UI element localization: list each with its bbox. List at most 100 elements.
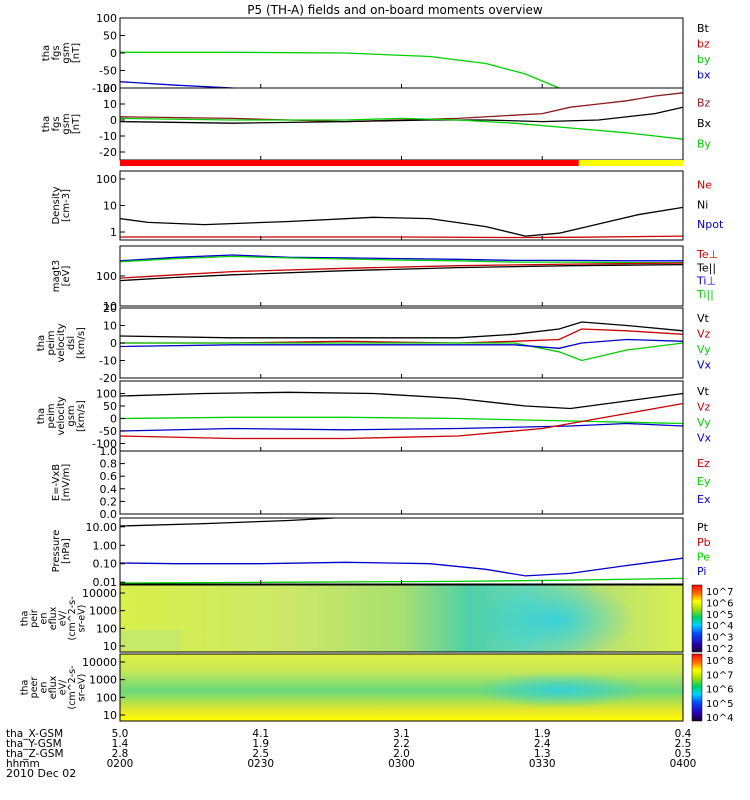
velocity_gsm-legend-3: Vx xyxy=(697,432,712,445)
ion_spectrogram-colorbar-label: 10^3 xyxy=(706,633,733,644)
velocity_dsl-ytick-label: -10 xyxy=(99,355,117,368)
density-series-Ni xyxy=(119,206,684,237)
ion-spectrogram-lowband xyxy=(120,630,180,650)
electron-spectrogram-panel xyxy=(119,653,703,722)
temperature-legend-0: Te⊥ xyxy=(696,248,718,261)
ion_spectrogram-ytick-label: 10 xyxy=(103,640,117,653)
velocity_gsm-ytick-label: -50 xyxy=(99,425,117,438)
orbit-row-value: 1.4 xyxy=(112,738,129,750)
orbit-row-value: 2.0 xyxy=(393,748,410,760)
electron-spectrogram-frame xyxy=(119,653,684,722)
ion_spectrogram-colorbar-label: 10^2 xyxy=(706,644,733,655)
fgs_gse-legend-1: bz xyxy=(697,38,710,51)
fgs_gse-ylabel-line: tha xyxy=(41,45,52,61)
velocity_gsm-legend-1: Vz xyxy=(697,401,711,414)
pressure-ylabel-line: Pressure xyxy=(51,530,62,573)
velocity_dsl-series-Vx xyxy=(119,338,684,349)
velocity_dsl-legend-1: Vz xyxy=(697,328,711,341)
orbit-row-value: 0400 xyxy=(670,758,697,770)
velocity_dsl-ytick-label: 20 xyxy=(103,302,117,315)
date-label: 2010 Dec 02 xyxy=(6,767,76,780)
pressure-ytick-label: 0.01 xyxy=(93,576,118,589)
orbit-row-label: hhmm xyxy=(6,758,40,770)
fgs_gsm-ytick-label: 0 xyxy=(110,114,117,127)
fgs_gse-ylabel-line: gsm xyxy=(61,42,72,63)
fgs_gse-panel: 100 50 0 -50 -100 tha fgs gsm [nT] Bt bz by bx xyxy=(41,12,711,95)
orbit-row-value: 1.3 xyxy=(534,748,551,760)
temperature-ylabel: magt3 [eV] xyxy=(51,260,72,293)
pressure-ylabel-line: [nPa] xyxy=(61,538,72,564)
velocity_dsl-ylabel-line: dsl xyxy=(66,336,77,350)
fgs_gse-ytick-label: 100 xyxy=(96,12,117,25)
efield-ytick-label: 0.4 xyxy=(100,483,118,496)
orbit-row-value: 0330 xyxy=(529,758,556,770)
orbit-row-value: 2.2 xyxy=(393,738,410,750)
pressure-ytick-label: 1.00 xyxy=(93,539,118,552)
fgs_gse-legend-0: Bt xyxy=(697,22,710,35)
velocity_gsm-ylabel: tha peim velocity gsm [km/s] xyxy=(36,396,87,435)
ion_spectrogram-colorbar-label: 10^7 xyxy=(706,587,733,598)
density-ytick-label: 100 xyxy=(96,173,117,186)
electron-spectrogram-feature xyxy=(475,672,645,708)
efield-panel: 1.00.80.60.40.20.0 E=-VxB [mV/m] Ez Ey Ex xyxy=(51,445,711,521)
velocity_dsl-series-Vy xyxy=(120,342,684,362)
fgs_gsm-ylabel-line: tha xyxy=(41,116,52,132)
density-ytick-label: 10 xyxy=(103,200,117,213)
efield-ytick-label: 0.0 xyxy=(100,508,118,521)
pressure-ytick-label: 10.00 xyxy=(86,521,118,534)
temperature-legend-2: Ti⊥ xyxy=(696,275,716,288)
ion-colorbar xyxy=(691,584,703,653)
electron_spectrogram-ytick-label: 10000 xyxy=(82,656,117,669)
velocity_gsm-ylabel-line: gsm xyxy=(66,405,77,426)
fgs_gse-ytick-label: 0 xyxy=(110,47,117,60)
fgs_gse-series-by xyxy=(120,51,560,89)
velocity_gsm-ylabel-line: [km/s] xyxy=(76,400,87,432)
temperature-ylabel-line: [eV] xyxy=(61,266,72,287)
fgs_gse-ylabel-line: fgs xyxy=(51,45,62,60)
electron_spectrogram-ytick-label: 100 xyxy=(96,691,117,704)
ion_spectrogram-ytick-label: 100 xyxy=(96,622,117,635)
pressure-ytick-label: 0.10 xyxy=(93,558,118,571)
orbit-row-value: 0300 xyxy=(388,758,415,770)
electron_spectrogram-axes: 10000 1000 100 10 thapeerenefluxeV/(cm^2-s-s… xyxy=(20,656,734,724)
velocity_dsl-legend-2: Vy xyxy=(697,343,711,356)
ion_spectrogram-ylabel-line: tha xyxy=(20,611,31,627)
temperature-series-Ti|| xyxy=(119,255,683,264)
temperature-ytick-label: 100 xyxy=(96,270,117,283)
fgs_gsm-legend-0: Bz xyxy=(697,97,711,110)
efield-frame xyxy=(119,450,684,515)
velocity_gsm-ytick-label: 0 xyxy=(110,413,117,426)
ion-spectrogram-frame xyxy=(119,584,684,653)
orbit-row-label: tha_X-GSM xyxy=(6,728,63,740)
fgs_gse-ylabel: tha fgs gsm [nT] xyxy=(41,42,82,63)
efield-ytick-label: 1.0 xyxy=(100,445,118,458)
fgs_gse-ylabel-line: [nT] xyxy=(71,43,82,63)
velocity_gsm-ylabel-line: peim xyxy=(46,403,57,428)
figure-title: P5 (TH-A) fields and on-board moments ov… xyxy=(247,3,543,17)
velocity_gsm-series-Vt xyxy=(119,391,684,410)
density-ytick-label: 1 xyxy=(110,226,117,239)
velocity_gsm-ytick-label: 100 xyxy=(96,388,117,401)
velocity_gsm-ytick-label: -100 xyxy=(92,438,117,451)
orbit-row-value: 1.9 xyxy=(252,738,269,750)
orbit-row-value: 2.4 xyxy=(534,738,551,750)
electron_spectrogram-colorbar-label: 10^5 xyxy=(706,699,733,710)
pressure-frame xyxy=(119,517,684,585)
temperature-legend-3: Ti|| xyxy=(696,288,714,301)
velocity_dsl-legend-0: Vt xyxy=(697,312,710,325)
density-frame xyxy=(119,170,684,241)
velocity_gsm-series-Vx xyxy=(119,422,684,432)
fgs_gse-legend-2: by xyxy=(697,53,711,66)
fgs_gsm-ylabel-line: [nT] xyxy=(71,114,82,134)
density-ylabel-line: [cm-3] xyxy=(61,189,72,222)
orbit-row-value: 0.4 xyxy=(675,728,692,740)
orbit-row-value: 0.5 xyxy=(675,748,692,760)
ion_spectrogram-ylabel-line: eflux xyxy=(48,606,59,630)
temperature-ylabel-line: magt3 xyxy=(51,260,62,293)
efield-ytick-label: 0.8 xyxy=(100,458,118,471)
electron_spectrogram-colorbar-label: 10^6 xyxy=(706,685,733,696)
